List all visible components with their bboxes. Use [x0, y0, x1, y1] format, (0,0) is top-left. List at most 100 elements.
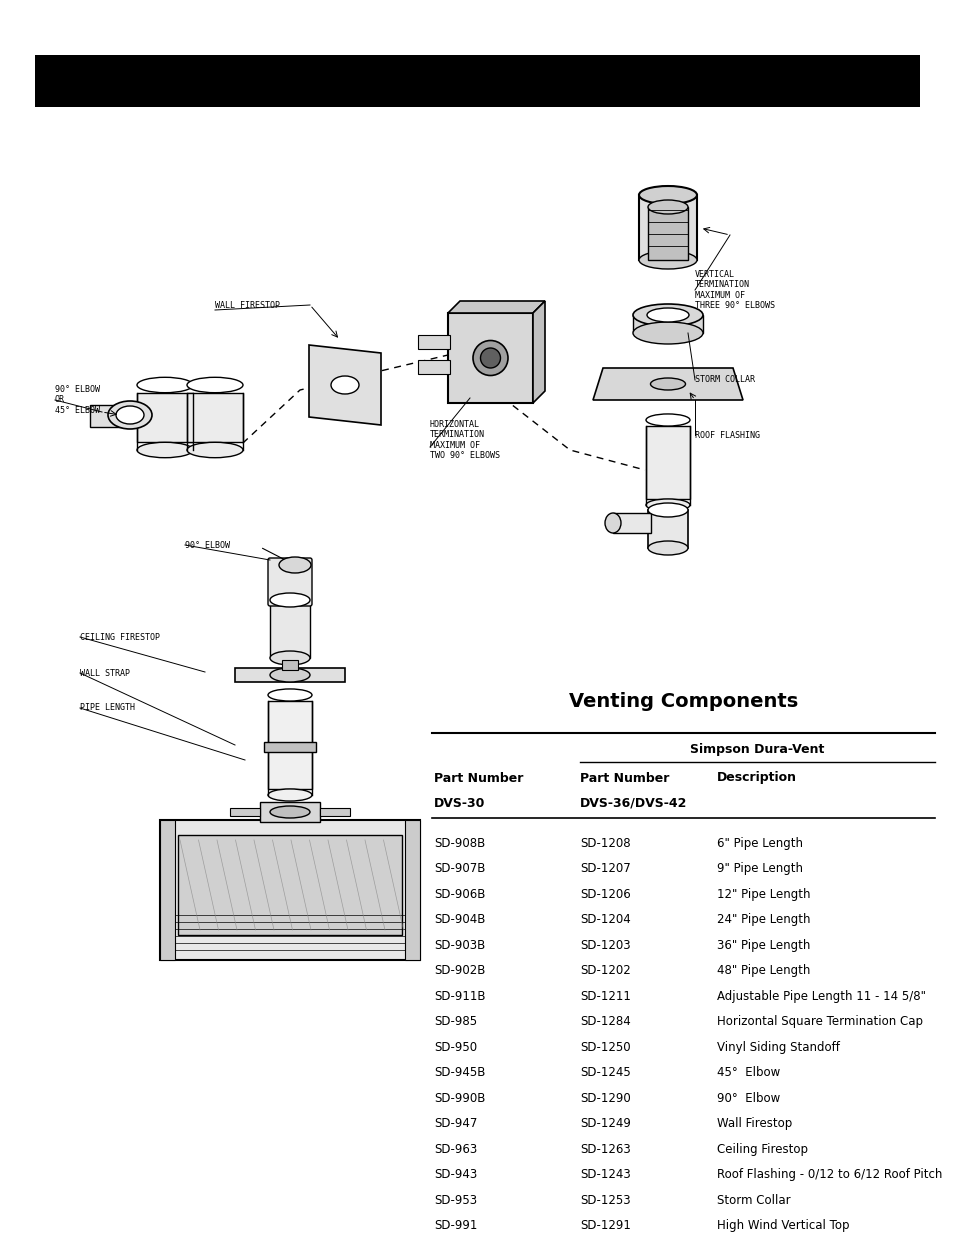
Text: SD-1203: SD-1203 [579, 939, 630, 951]
Text: Vinyl Siding Standoff: Vinyl Siding Standoff [717, 1041, 839, 1053]
Bar [160, 820, 419, 960]
Bar [260, 802, 319, 823]
Text: ROOF FLASHING: ROOF FLASHING [695, 431, 760, 440]
Ellipse shape [604, 513, 620, 534]
Text: SD-1249: SD-1249 [579, 1116, 630, 1130]
Polygon shape [593, 368, 742, 400]
Text: SD-1206: SD-1206 [579, 888, 630, 900]
Bar [448, 312, 533, 403]
Text: 6" Pipe Length: 6" Pipe Length [717, 836, 802, 850]
Ellipse shape [116, 406, 144, 424]
Ellipse shape [645, 499, 689, 511]
Text: SD-1250: SD-1250 [579, 1041, 630, 1053]
Text: 36" Pipe Length: 36" Pipe Length [717, 939, 809, 951]
Text: SD-1204: SD-1204 [579, 913, 630, 926]
Ellipse shape [331, 375, 358, 394]
Bar [613, 513, 650, 534]
Ellipse shape [480, 348, 500, 368]
Bar [160, 820, 174, 960]
Text: DVS-36/DVS-42: DVS-36/DVS-42 [579, 797, 687, 810]
Text: SD-1253: SD-1253 [579, 1193, 630, 1207]
Text: Simpson Dura-Vent: Simpson Dura-Vent [690, 743, 823, 757]
Text: SD-953: SD-953 [434, 1193, 476, 1207]
Text: Part Number: Part Number [579, 772, 669, 784]
Ellipse shape [137, 442, 193, 458]
Bar [264, 742, 315, 752]
Text: SD-908B: SD-908B [434, 836, 485, 850]
Text: SD-1243: SD-1243 [579, 1168, 630, 1181]
Text: SD-1211: SD-1211 [579, 989, 630, 1003]
Text: 90° ELBOW: 90° ELBOW [185, 541, 230, 550]
Text: SD-950: SD-950 [434, 1041, 476, 1053]
Text: 9" Pipe Length: 9" Pipe Length [717, 862, 802, 876]
Polygon shape [533, 301, 544, 403]
Bar [405, 820, 419, 960]
Text: SD-990B: SD-990B [434, 1092, 485, 1104]
Ellipse shape [647, 200, 687, 214]
Text: SD-1290: SD-1290 [579, 1092, 630, 1104]
Text: HORIZONTAL
TERMINATION
MAXIMUM OF
TWO 90° ELBOWS: HORIZONTAL TERMINATION MAXIMUM OF TWO 90… [430, 420, 499, 461]
Text: STORM COLLAR: STORM COLLAR [695, 375, 754, 384]
Ellipse shape [473, 341, 507, 375]
Text: 90° ELBOW
OR
45° ELBOW: 90° ELBOW OR 45° ELBOW [55, 385, 100, 415]
Text: SD-911B: SD-911B [434, 989, 485, 1003]
Ellipse shape [278, 557, 311, 573]
Ellipse shape [270, 806, 310, 818]
Text: Venting Components: Venting Components [568, 692, 798, 711]
Text: Part Number: Part Number [434, 772, 523, 784]
Text: SD-963: SD-963 [434, 1142, 476, 1156]
Text: 90°  Elbow: 90° Elbow [717, 1092, 780, 1104]
Text: SD-943: SD-943 [434, 1168, 476, 1181]
Ellipse shape [268, 689, 312, 701]
Bar [137, 393, 193, 442]
Ellipse shape [268, 789, 312, 802]
Ellipse shape [647, 541, 687, 555]
Text: CEILING FIRESTOP: CEILING FIRESTOP [80, 632, 160, 641]
Text: 48" Pipe Length: 48" Pipe Length [717, 965, 809, 977]
Text: Roof Flashing - 0/12 to 6/12 Roof Pitch: Roof Flashing - 0/12 to 6/12 Roof Pitch [717, 1168, 942, 1181]
Ellipse shape [639, 251, 697, 269]
Text: SD-903B: SD-903B [434, 939, 485, 951]
Text: High Wind Vertical Top: High Wind Vertical Top [717, 1219, 848, 1233]
Ellipse shape [647, 503, 687, 517]
Ellipse shape [633, 304, 702, 326]
Text: Description: Description [717, 772, 796, 784]
Ellipse shape [633, 322, 702, 345]
Polygon shape [448, 301, 544, 312]
Text: VERTICAL
TERMINATION
MAXIMUM OF
THREE 90° ELBOWS: VERTICAL TERMINATION MAXIMUM OF THREE 90… [695, 270, 774, 310]
Text: 12" Pipe Length: 12" Pipe Length [717, 888, 810, 900]
Bar [270, 568, 310, 603]
Bar [35, 56, 919, 107]
Text: Wall Firestop: Wall Firestop [717, 1116, 791, 1130]
Text: Adjustable Pipe Length 11 - 14 5/8": Adjustable Pipe Length 11 - 14 5/8" [717, 989, 925, 1003]
Bar [230, 808, 260, 816]
Ellipse shape [645, 414, 689, 426]
Text: SD-1284: SD-1284 [579, 1015, 630, 1028]
Bar [270, 600, 310, 658]
Ellipse shape [639, 186, 697, 204]
FancyBboxPatch shape [268, 558, 312, 606]
Text: SD-1291: SD-1291 [579, 1219, 630, 1233]
Text: SD-1263: SD-1263 [579, 1142, 630, 1156]
Ellipse shape [108, 401, 152, 429]
Bar [633, 315, 702, 333]
Bar [647, 510, 687, 548]
Bar [639, 195, 697, 261]
Bar [178, 835, 401, 935]
Ellipse shape [270, 668, 310, 682]
Text: SD-991: SD-991 [434, 1219, 476, 1233]
Text: WALL FIRESTOP: WALL FIRESTOP [214, 301, 280, 310]
Text: SD-1245: SD-1245 [579, 1066, 630, 1079]
Bar [645, 426, 689, 499]
Text: WALL STRAP: WALL STRAP [80, 668, 130, 678]
Bar [647, 207, 687, 261]
Bar [90, 405, 132, 427]
Bar [417, 359, 450, 374]
Text: SD-1207: SD-1207 [579, 862, 630, 876]
Ellipse shape [187, 442, 243, 458]
Text: SD-902B: SD-902B [434, 965, 485, 977]
Text: SD-947: SD-947 [434, 1116, 476, 1130]
Bar [234, 668, 345, 682]
Polygon shape [309, 345, 380, 425]
Text: SD-904B: SD-904B [434, 913, 485, 926]
